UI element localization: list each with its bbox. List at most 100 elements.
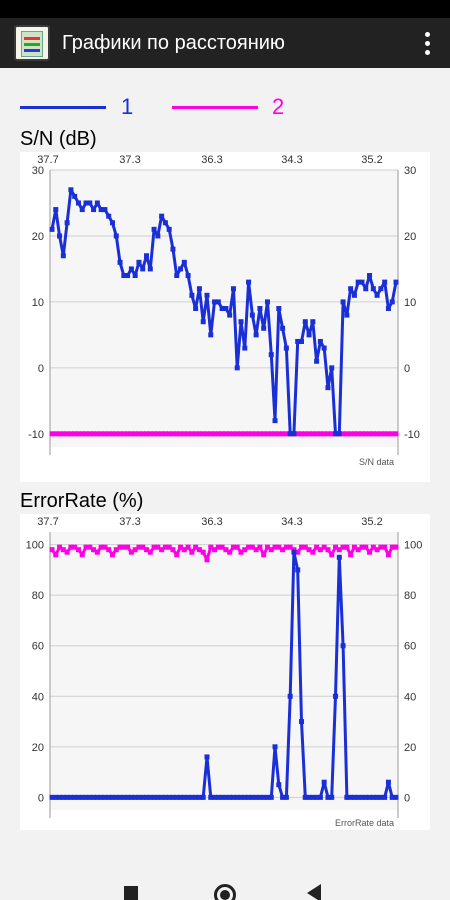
sn-point-2 <box>147 431 153 437</box>
er-point-2 <box>151 544 157 550</box>
er-point-1 <box>193 794 199 800</box>
sn-point-2 <box>340 431 346 437</box>
sn-point-2 <box>98 431 104 437</box>
sn-point-2 <box>212 431 218 437</box>
er-point-2 <box>117 544 123 550</box>
sn-point-2 <box>261 431 267 437</box>
sn-point-1 <box>125 273 131 279</box>
er-point-1 <box>302 794 308 800</box>
sn-point-2 <box>196 431 202 437</box>
er-point-2 <box>223 547 229 553</box>
sn-point-2 <box>344 431 350 437</box>
er-point-1 <box>166 794 172 800</box>
sn-point-1 <box>72 193 78 199</box>
er-point-2 <box>57 544 63 550</box>
er-svg: 100 100 80 80 60 60 40 40 20 20 0 0 37.7 37.3 36.3 34.3… <box>26 516 423 828</box>
er-x-tick-label: 36.3 <box>201 516 222 528</box>
sn-point-1 <box>268 352 274 358</box>
er-point-1 <box>174 794 180 800</box>
er-point-1 <box>113 794 119 800</box>
sn-point-1 <box>385 306 391 311</box>
er-point-1 <box>144 794 150 800</box>
sn-point-1 <box>151 226 157 232</box>
sn-point-1 <box>306 332 312 338</box>
sn-point-2 <box>185 431 191 437</box>
sn-point-2 <box>378 431 384 437</box>
er-point-2 <box>355 547 361 553</box>
sn-point-1 <box>348 286 354 292</box>
sn-y-tick-left: -10 <box>28 429 44 441</box>
er-point-2 <box>393 544 399 550</box>
er-point-1 <box>230 794 236 800</box>
sn-watermark: S/N data <box>359 457 394 467</box>
er-point-2 <box>60 547 66 553</box>
er-point-1 <box>367 794 373 800</box>
sn-point-1 <box>200 319 206 325</box>
sn-chart-title: S/N (dB) <box>20 128 97 150</box>
er-point-2 <box>121 544 127 550</box>
er-point-2 <box>185 544 191 550</box>
sn-point-2 <box>283 431 289 437</box>
er-point-2 <box>87 544 93 550</box>
sn-point-2 <box>174 431 180 437</box>
er-point-1 <box>280 794 286 800</box>
er-point-2 <box>287 544 293 550</box>
sn-point-2 <box>310 431 316 437</box>
sn-point-2 <box>298 431 304 437</box>
er-point-2 <box>295 549 301 555</box>
circle-icon[interactable] <box>214 884 236 900</box>
er-point-2 <box>166 544 172 550</box>
er-point-1 <box>53 794 59 800</box>
er-point-2 <box>348 552 354 558</box>
more-vert-icon[interactable] <box>412 23 442 63</box>
sn-point-2 <box>193 431 199 437</box>
er-point-1 <box>329 794 335 800</box>
er-point-1 <box>333 693 339 699</box>
sn-point-2 <box>317 431 323 437</box>
square-icon[interactable] <box>124 886 138 900</box>
er-point-2 <box>98 544 104 550</box>
er-point-1 <box>208 794 214 800</box>
er-point-2 <box>253 547 259 553</box>
er-point-2 <box>136 544 142 550</box>
triangle-back-icon[interactable] <box>307 884 321 900</box>
er-point-2 <box>317 547 323 553</box>
legend-line-2 <box>172 106 258 109</box>
er-point-1 <box>374 794 380 800</box>
er-point-2 <box>261 552 267 558</box>
sn-point-1 <box>325 385 331 391</box>
sn-point-2 <box>219 431 225 437</box>
er-point-1 <box>102 794 108 800</box>
sn-point-2 <box>128 431 134 437</box>
sn-point-2 <box>325 431 331 437</box>
er-point-2 <box>83 544 89 550</box>
sn-point-2 <box>140 431 146 437</box>
sn-point-1 <box>295 338 301 344</box>
status-bar <box>0 0 450 18</box>
sn-point-2 <box>189 431 195 437</box>
sn-point-2 <box>178 431 184 437</box>
er-point-2 <box>147 549 153 555</box>
sn-point-2 <box>91 431 97 437</box>
er-point-2 <box>79 552 85 558</box>
sn-point-1 <box>136 259 142 265</box>
er-point-1 <box>151 794 157 800</box>
er-point-2 <box>178 544 184 550</box>
er-y-tick-left: 0 <box>38 792 44 804</box>
er-point-1 <box>351 794 357 800</box>
sn-point-2 <box>264 431 270 437</box>
sn-point-1 <box>155 233 161 239</box>
er-point-1 <box>389 794 395 800</box>
er-point-1 <box>87 794 93 800</box>
er-point-2 <box>321 544 327 550</box>
sn-point-1 <box>317 338 323 344</box>
er-point-2 <box>291 547 297 553</box>
sn-point-2 <box>94 431 100 437</box>
er-point-2 <box>242 547 248 553</box>
er-point-2 <box>351 544 357 550</box>
er-point-2 <box>306 547 312 553</box>
sn-point-1 <box>223 306 229 311</box>
sn-point-2 <box>268 431 274 437</box>
er-point-2 <box>162 544 168 550</box>
er-point-1 <box>83 794 89 800</box>
